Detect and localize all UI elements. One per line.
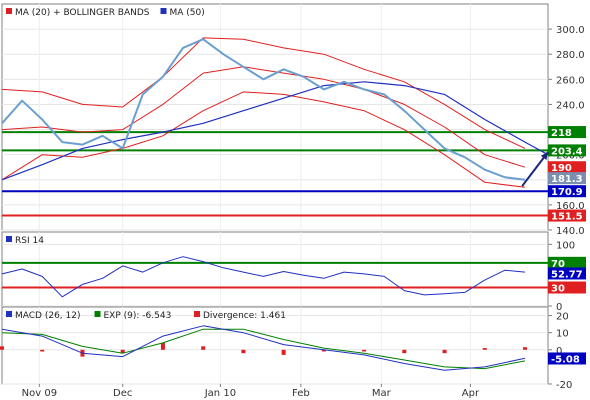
price-ytick-label: 300.0 <box>556 25 585 36</box>
ma50-line <box>1 81 549 181</box>
price-level-tag-bg <box>548 185 586 198</box>
rsi-ytick-label: 100 <box>556 240 575 251</box>
macd-legend-swatch <box>194 311 200 317</box>
divergence-bar <box>0 346 4 350</box>
price-ytick-label: 280.0 <box>556 50 585 61</box>
xtick-label: Feb <box>292 388 310 399</box>
price-level-tag: 218 <box>548 126 586 139</box>
divergence-bar <box>201 346 206 350</box>
rsi-line <box>1 256 526 298</box>
price-level-tag-bg <box>548 144 586 157</box>
price-legend-swatch <box>6 8 12 14</box>
rsi-level-tag-bg <box>548 281 586 294</box>
bollinger-lower-line <box>1 91 526 188</box>
macd-legend-swatch <box>6 311 12 317</box>
macd-ytick-label: -20 <box>556 380 572 391</box>
divergence-bar <box>40 349 45 352</box>
macd-value-tag: -5.08 <box>548 352 586 365</box>
rsi-level-tag: 70 <box>548 256 586 270</box>
price-ytick-label: 140.0 <box>556 226 585 237</box>
price-value-tag-bg <box>548 172 586 185</box>
price-value-tag: 190 <box>548 161 586 174</box>
rsi-panel-frame <box>1 231 549 307</box>
xtick-label: Jan 10 <box>204 388 236 399</box>
price-level-tag-label: 203.4 <box>551 146 583 157</box>
divergence-bar <box>482 348 487 350</box>
price-ytick-label: 160.0 <box>556 201 585 212</box>
rsi-level-tag: 30 <box>548 281 586 295</box>
macd-value-tag-bg <box>548 352 586 365</box>
macd-value-tag-label: -5.08 <box>551 354 580 365</box>
price-line <box>1 38 526 181</box>
price-level-tag: 151.5 <box>548 209 586 223</box>
price-level-tag-label: 170.9 <box>551 187 583 198</box>
exp-line <box>1 328 526 370</box>
divergence-bar <box>241 349 246 354</box>
macd-legend-label: EXP (9): -6.543 <box>104 311 172 321</box>
price-value-tag-label: 190 <box>551 163 572 174</box>
divergence-bar <box>120 349 125 354</box>
price-legend-swatch <box>160 8 167 14</box>
price-value-tag: 181.3 <box>548 172 586 185</box>
macd-legend-label: Divergence: 1.461 <box>203 311 286 321</box>
price-level-tag: 170.9 <box>548 185 586 198</box>
trend-arrow-head <box>540 152 548 160</box>
price-panel-frame <box>1 3 549 231</box>
rsi-ytick-label: 0 <box>556 302 562 313</box>
divergence-bar <box>281 349 286 355</box>
macd-ytick-label: 0 <box>556 346 562 357</box>
rsi-level-tag-bg <box>548 256 586 269</box>
macd-line <box>1 325 526 371</box>
bollinger-upper-line <box>1 37 526 149</box>
price-level-tag-bg <box>548 209 586 222</box>
rsi-legend-swatch <box>6 236 12 242</box>
price-value-tag-label: 181.3 <box>551 174 583 185</box>
xtick-label: Apr <box>462 388 480 399</box>
ma20-line <box>1 66 526 168</box>
price-ytick-label: 240.0 <box>556 100 585 111</box>
macd-legend-swatch <box>94 311 101 317</box>
divergence-bar <box>523 347 528 350</box>
rsi-value-tag: 52.77 <box>548 267 586 280</box>
rsi-level-tag-label: 70 <box>551 259 565 270</box>
macd-ytick-label: 10 <box>556 329 569 340</box>
divergence-bar <box>442 349 447 354</box>
price-legend-label: MA (20) + BOLLINGER BANDS <box>15 8 150 18</box>
price-ytick-label: 260.0 <box>556 75 585 86</box>
macd-ytick-label: 20 <box>556 312 569 323</box>
macd-legend-label: MACD (26, 12) <box>15 311 81 321</box>
xtick-label: Mar <box>372 388 392 399</box>
xtick-label: Nov 09 <box>22 388 57 399</box>
xtick-label: Dec <box>113 388 132 399</box>
divergence-bar <box>321 349 326 352</box>
divergence-bar <box>160 342 165 350</box>
price-level-tag-bg <box>548 126 586 139</box>
rsi-legend-label: RSI 14 <box>15 236 44 246</box>
price-legend-label: MA (50) <box>170 8 205 18</box>
price-level-tag-label: 151.5 <box>551 212 583 223</box>
price-level-tag-label: 218 <box>551 128 572 139</box>
rsi-level-tag-label: 30 <box>551 284 565 295</box>
rsi-value-tag-bg <box>548 267 586 280</box>
rsi-value-tag-label: 52.77 <box>551 269 583 280</box>
price-level-tag: 203.4 <box>548 144 586 157</box>
macd-panel-frame <box>1 306 549 385</box>
price-value-tag-bg <box>548 161 586 174</box>
divergence-bar <box>402 349 407 354</box>
divergence-bar <box>362 349 367 352</box>
